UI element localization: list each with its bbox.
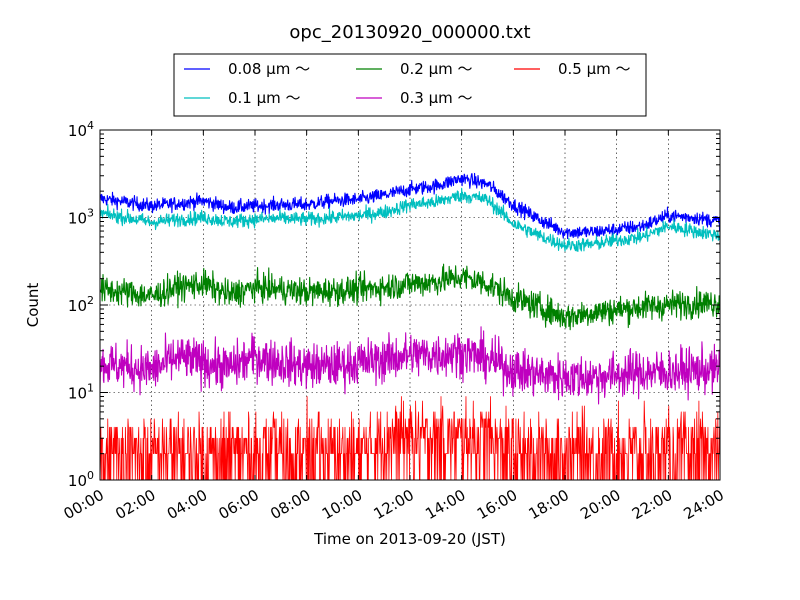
legend-label-0: 0.08 μm ～ — [228, 60, 310, 78]
y-tick-label: 103 — [68, 207, 94, 228]
legend-box — [173, 53, 647, 117]
axis-ticks — [99, 129, 721, 481]
legend-label-4: 0.5 μm ～ — [558, 60, 631, 78]
series-line-2 — [100, 263, 720, 331]
y-tick-label: 101 — [68, 382, 94, 403]
chart-title: opc_20130920_000000.txt — [289, 22, 530, 43]
series-layer — [100, 172, 720, 480]
series-line-1 — [100, 187, 720, 252]
legend-label-2: 0.2 μm ～ — [400, 60, 473, 78]
legend: 0.08 μm ～ 0.1 μm ～ 0.2 μm ～ 0.3 μm ～ 0.5 μm … — [173, 53, 647, 117]
y-tick-label: 100 — [68, 469, 94, 490]
y-axis-label: Count — [24, 283, 42, 328]
y-tick-label: 104 — [68, 119, 94, 140]
series-line-4 — [100, 396, 720, 480]
y-tick-label: 102 — [68, 294, 94, 315]
x-axis-label: Time on 2013-09-20 (JST) — [313, 530, 506, 548]
series-line-0 — [100, 172, 720, 240]
legend-label-1: 0.1 μm ～ — [228, 89, 301, 107]
y-tick-labels: 100 101 102 103 104 — [68, 119, 94, 490]
legend-label-3: 0.3 μm ～ — [400, 89, 473, 107]
series-line-3 — [100, 326, 720, 405]
